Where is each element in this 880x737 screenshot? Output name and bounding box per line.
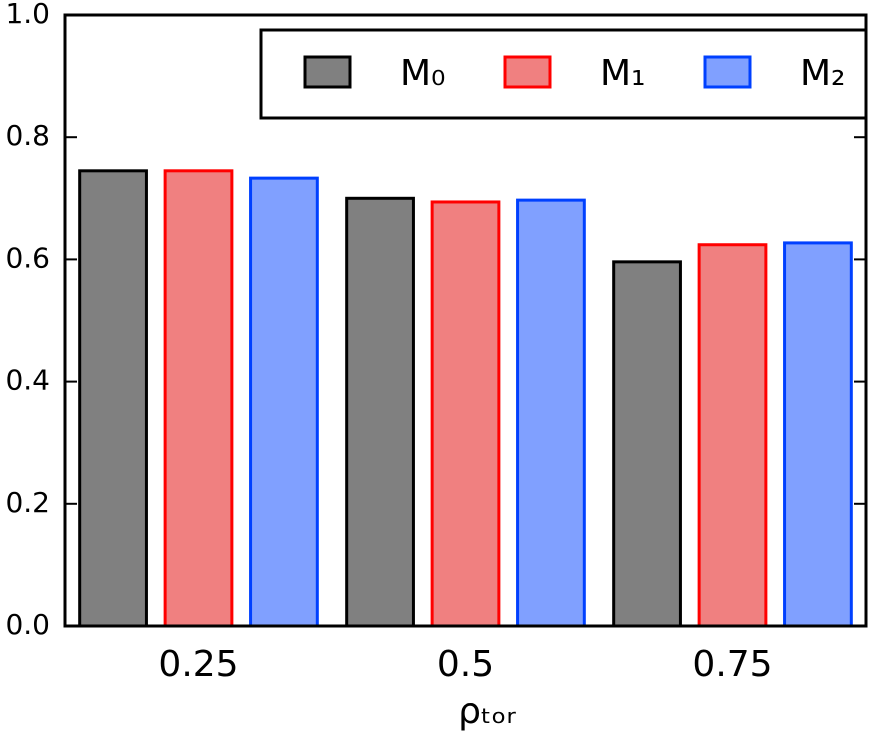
bar — [516, 198, 586, 628]
bar — [430, 200, 501, 628]
plot-frame — [63, 13, 868, 628]
y-tick-label: 0.0 — [5, 608, 50, 641]
x-tick-label: 0.25 — [158, 644, 238, 685]
y-tick-label: 0.6 — [5, 241, 50, 274]
x-tick-label: 0.75 — [692, 644, 772, 685]
y-tick-label: 1.0 — [5, 0, 50, 30]
bar — [697, 243, 768, 628]
legend-box — [259, 28, 868, 120]
legend-label: M₀ — [400, 53, 446, 94]
x-tick-label: 0.5 — [437, 644, 494, 685]
legend-label: M₂ — [800, 53, 846, 94]
bar — [78, 169, 148, 628]
legend-swatch — [703, 55, 752, 89]
bar — [163, 169, 234, 628]
bar — [612, 260, 682, 628]
y-tick-label: 0.4 — [5, 364, 50, 397]
bar — [249, 176, 319, 628]
y-tick-label: 0.2 — [5, 486, 50, 519]
x-axis-label: ρₜₒᵣ — [458, 691, 516, 732]
legend-swatch — [303, 55, 352, 89]
bar — [783, 241, 853, 628]
y-tick-label: 0.8 — [5, 119, 50, 152]
legend-label: M₁ — [600, 53, 646, 94]
bar — [345, 196, 415, 628]
legend-swatch — [503, 55, 552, 89]
